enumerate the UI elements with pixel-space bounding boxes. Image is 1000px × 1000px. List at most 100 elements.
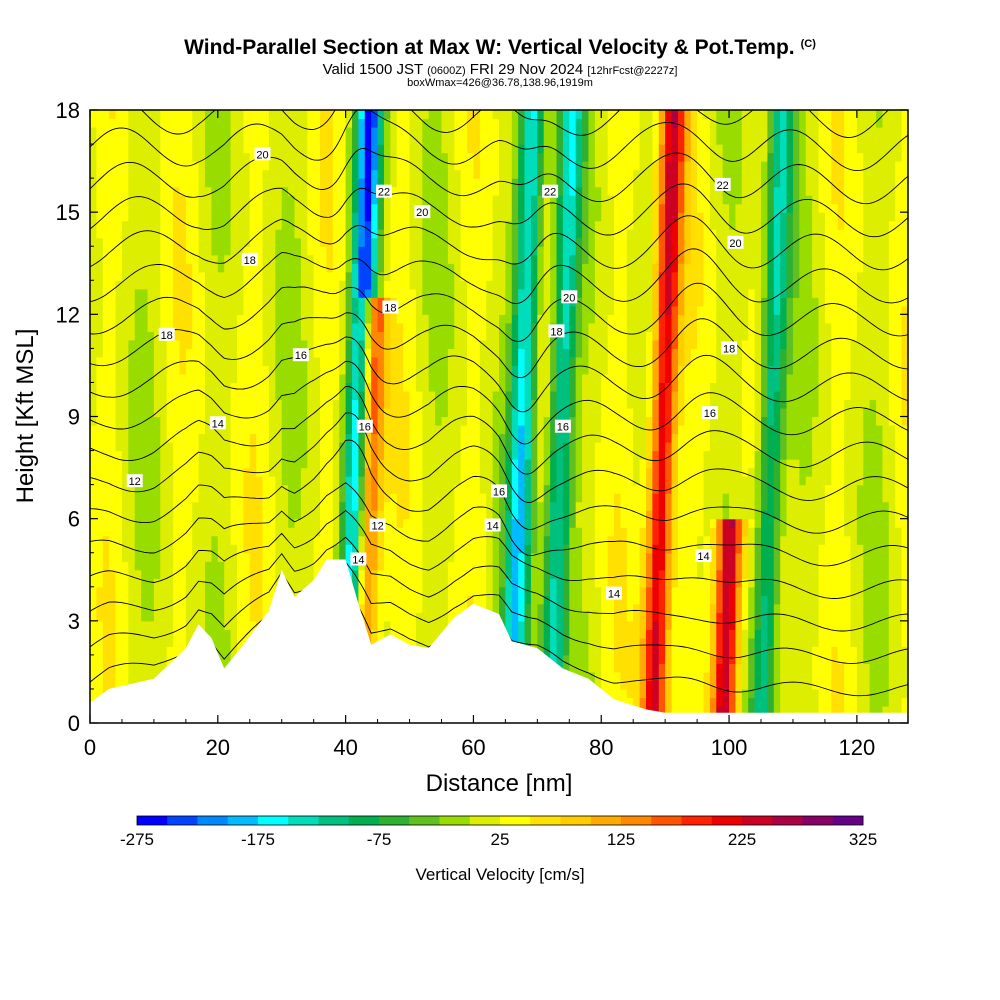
velocity-cell <box>153 356 161 367</box>
velocity-cell <box>185 263 193 273</box>
velocity-cell <box>403 348 411 358</box>
velocity-cell <box>147 569 155 579</box>
velocity-cell <box>109 322 117 332</box>
velocity-cell <box>428 561 436 571</box>
velocity-cell <box>236 407 244 418</box>
velocity-cell <box>428 442 436 452</box>
velocity-cell <box>90 561 97 571</box>
velocity-cell <box>249 305 257 315</box>
velocity-cell <box>358 186 366 196</box>
velocity-cell <box>499 254 506 264</box>
velocity-cell <box>358 578 366 588</box>
velocity-cell <box>275 144 283 154</box>
velocity-cell <box>147 646 155 656</box>
velocity-cell <box>383 527 391 537</box>
velocity-cell <box>268 339 276 349</box>
velocity-cell <box>486 118 494 128</box>
velocity-cell <box>435 246 443 256</box>
velocity-cell <box>422 467 430 477</box>
velocity-cell <box>109 476 117 486</box>
velocity-cell <box>90 322 97 332</box>
velocity-cell <box>173 348 181 358</box>
velocity-cell <box>511 169 519 179</box>
velocity-cell <box>428 637 436 647</box>
velocity-field <box>90 110 908 723</box>
velocity-cell <box>383 331 391 341</box>
velocity-cell <box>205 305 213 315</box>
velocity-cell <box>320 331 328 341</box>
velocity-cell <box>352 578 360 588</box>
velocity-cell <box>256 416 264 426</box>
velocity-cell <box>300 212 308 222</box>
velocity-cell <box>371 348 379 358</box>
velocity-cell <box>198 501 206 511</box>
velocity-cell <box>160 203 168 213</box>
velocity-cell <box>332 399 340 409</box>
velocity-cell <box>345 212 353 222</box>
velocity-cell <box>268 373 276 384</box>
velocity-cell <box>505 552 513 562</box>
velocity-cell <box>460 510 468 520</box>
velocity-cell <box>332 212 340 222</box>
velocity-cell <box>326 305 334 315</box>
velocity-cell <box>320 229 328 239</box>
velocity-cell <box>460 450 468 460</box>
velocity-cell <box>300 433 308 443</box>
velocity-cell <box>236 586 244 596</box>
velocity-cell <box>345 493 353 503</box>
velocity-cell <box>454 220 462 230</box>
velocity-cell <box>403 169 411 179</box>
velocity-cell <box>268 229 276 239</box>
velocity-cell <box>115 510 123 520</box>
velocity-cell <box>134 339 142 349</box>
velocity-cell <box>198 620 206 630</box>
velocity-cell <box>460 288 468 298</box>
velocity-cell <box>192 390 200 401</box>
velocity-cell <box>96 671 104 682</box>
velocity-cell <box>486 450 494 460</box>
velocity-cell <box>422 578 430 588</box>
velocity-cell <box>141 544 149 554</box>
velocity-cell <box>192 527 200 537</box>
velocity-cell <box>518 220 526 230</box>
velocity-cell <box>307 407 315 418</box>
velocity-cell <box>109 178 117 188</box>
velocity-cell <box>499 305 506 315</box>
velocity-cell <box>179 263 187 273</box>
velocity-cell <box>268 382 276 392</box>
velocity-cell <box>224 561 232 571</box>
velocity-cell <box>90 373 97 384</box>
velocity-cell <box>102 527 110 537</box>
velocity-cell <box>230 620 238 630</box>
velocity-cell <box>198 305 206 315</box>
velocity-cell <box>396 595 404 605</box>
velocity-cell <box>415 620 423 630</box>
velocity-cell <box>447 271 455 281</box>
velocity-cell <box>300 322 308 332</box>
velocity-cell <box>345 339 353 349</box>
velocity-cell <box>153 629 161 639</box>
velocity-cell <box>390 407 398 418</box>
velocity-cell <box>447 373 455 384</box>
velocity-cell <box>192 186 200 196</box>
velocity-cell <box>173 416 181 426</box>
velocity-cell <box>313 246 321 256</box>
velocity-cell <box>217 382 225 392</box>
velocity-cell <box>262 552 270 562</box>
velocity-cell <box>205 569 213 579</box>
velocity-cell <box>332 407 340 418</box>
velocity-cell <box>479 135 487 145</box>
velocity-cell <box>511 501 519 511</box>
velocity-cell <box>364 314 372 324</box>
velocity-cell <box>377 399 385 409</box>
velocity-cell <box>396 127 404 137</box>
velocity-cell <box>262 322 270 332</box>
velocity-cell <box>530 603 538 613</box>
velocity-cell <box>109 407 117 418</box>
velocity-cell <box>230 493 238 503</box>
velocity-cell <box>403 484 411 494</box>
velocity-cell <box>383 450 391 460</box>
velocity-cell <box>460 365 468 375</box>
velocity-cell <box>473 373 481 384</box>
velocity-cell <box>345 288 353 298</box>
